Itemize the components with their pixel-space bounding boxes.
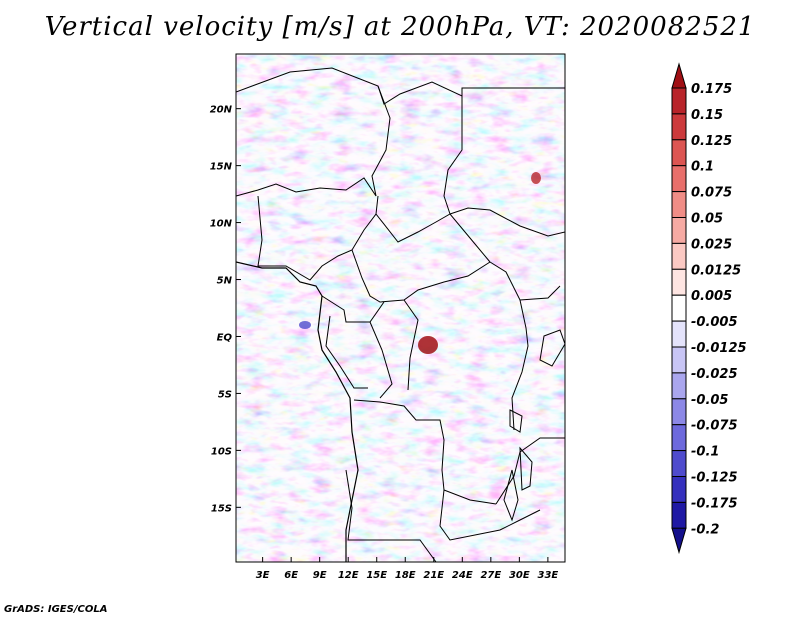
latitude-axis: 20N 15N 10N 5N EQ 5S 10S 15S — [210, 105, 241, 514]
colorbar-label: 0.125 — [691, 134, 732, 149]
colorbar-swatch — [671, 501, 687, 529]
lat-tick-label: EQ — [217, 332, 233, 343]
chart-title: Vertical velocity [m/s] at 200hPa, VT: 2… — [44, 12, 756, 42]
colorbar-swatch — [671, 87, 687, 115]
colorbar-label: -0.05 — [691, 393, 728, 408]
colorbar-swatch — [671, 476, 687, 503]
colorbar-label: 0.15 — [691, 108, 723, 123]
colorbar-swatch — [671, 424, 687, 452]
colorbar-label: 0.075 — [691, 186, 732, 201]
strong-updraft-cell — [299, 321, 311, 329]
colorbar-label: -0.1 — [691, 445, 719, 460]
colorbar-label: 0.005 — [691, 289, 732, 304]
lon-tick-label: 27E — [480, 570, 501, 581]
lat-tick-label: 10S — [211, 446, 232, 457]
colorbar-swatch — [671, 450, 687, 478]
strong-updraft-cell — [531, 172, 541, 184]
colorbar-label: 0.025 — [691, 237, 732, 252]
colorbar-swatch — [671, 346, 687, 374]
lat-tick-label: 5N — [217, 276, 233, 287]
colorbar-swatch — [671, 268, 687, 296]
colorbar-label: -0.175 — [691, 496, 738, 511]
colorbar-swatch — [671, 242, 687, 270]
lat-tick-label: 5S — [218, 389, 232, 400]
lon-tick-label: 6E — [284, 570, 298, 581]
lat-tick-label: 10N — [210, 219, 233, 230]
lat-tick-label: 20N — [210, 105, 233, 116]
colorbar: 0.175 0.15 0.125 0.1 0.075 0.05 0.025 0.0125 0.0… — [671, 62, 747, 555]
colorbar-swatch — [671, 398, 687, 426]
country-borders — [236, 67, 565, 562]
colorbar-label: -0.0125 — [691, 341, 747, 356]
lon-tick-label: 24E — [452, 570, 473, 581]
lat-tick-label: 15N — [210, 162, 233, 173]
colorbar-swatch — [671, 294, 687, 322]
credit-text: GrADS: IGES/COLA — [4, 604, 108, 615]
lon-tick-label: 30E — [509, 570, 530, 581]
colorbar-label: -0.005 — [691, 315, 738, 330]
lon-tick-label: 9E — [313, 570, 327, 581]
strong-updraft-cell — [418, 336, 438, 354]
colorbar-swatch — [671, 113, 687, 141]
map-frame-border — [235, 53, 566, 563]
colorbar-label: -0.2 — [691, 522, 719, 537]
lat-tick-label: 15S — [211, 503, 232, 514]
lon-tick-label: 3E — [256, 570, 270, 581]
colorbar-label: 0.1 — [691, 160, 714, 175]
lon-tick-label: 15E — [366, 570, 387, 581]
longitude-axis: 3E 6E 9E 12E 15E 18E 21E 24E 27E 30E 33E — [256, 557, 559, 581]
colorbar-swatch — [671, 320, 687, 348]
lon-tick-label: 12E — [338, 570, 359, 581]
colorbar-swatch — [671, 165, 687, 193]
colorbar-label: -0.025 — [691, 367, 738, 382]
colorbar-label: 0.0125 — [691, 263, 741, 278]
colorbar-label: -0.075 — [691, 419, 738, 434]
lon-tick-label: 33E — [538, 570, 559, 581]
lon-tick-label: 18E — [395, 570, 416, 581]
colorbar-swatch — [671, 139, 687, 167]
colorbar-swatch — [671, 217, 687, 244]
colorbar-swatch — [671, 191, 687, 219]
colorbar-top-arrow — [671, 62, 687, 89]
colorbar-label: 0.05 — [691, 212, 723, 227]
colorbar-label: 0.175 — [691, 82, 732, 97]
colorbar-label: -0.125 — [691, 471, 738, 486]
colorbar-bottom-arrow — [671, 527, 687, 555]
colorbar-swatch — [671, 372, 687, 400]
lon-tick-label: 21E — [423, 570, 444, 581]
